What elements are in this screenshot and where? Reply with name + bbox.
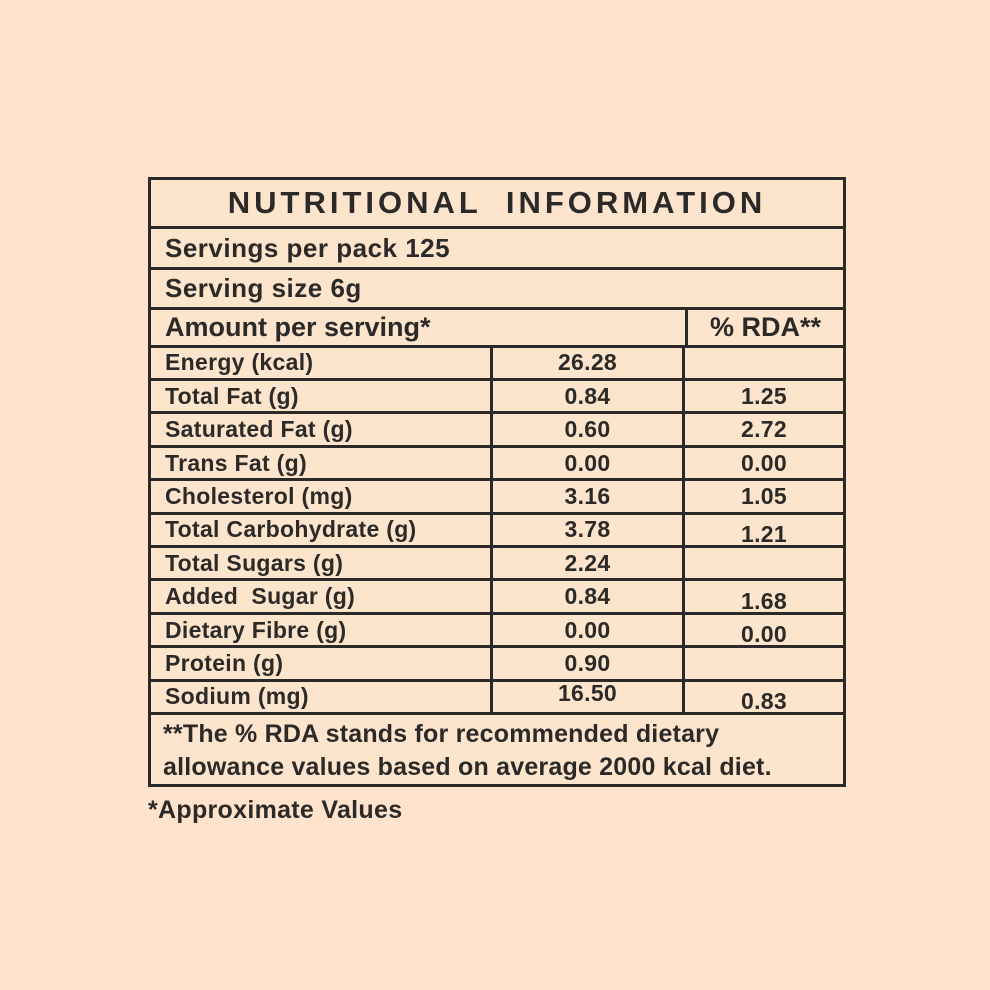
approximate-values-note: *Approximate Values bbox=[148, 796, 403, 824]
nutrient-name: Saturated Fat (g) bbox=[151, 414, 493, 445]
table-row: Added Sugar (g) 0.84 1.68 bbox=[151, 581, 843, 615]
nutrient-amount: 16.50 bbox=[493, 680, 685, 712]
amount-per-serving-header: Amount per serving* bbox=[151, 309, 688, 345]
nutrient-rows: Energy (kcal) 26.28 Total Fat (g) 0.84 1… bbox=[151, 347, 843, 715]
nutrient-rda-percent bbox=[685, 348, 843, 378]
table-title: NUTRITIONAL INFORMATION bbox=[151, 180, 843, 230]
nutrient-amount: 2.24 bbox=[493, 548, 685, 579]
table-row: Sodium (mg) 16.50 0.83 bbox=[151, 680, 843, 715]
nutrient-amount: 3.16 bbox=[493, 481, 685, 512]
nutrient-name: Total Fat (g) bbox=[151, 381, 493, 412]
servings-per-pack-row: Servings per pack 125 bbox=[151, 229, 843, 271]
nutrient-amount: 26.28 bbox=[493, 347, 685, 379]
nutrient-name: Cholesterol (mg) bbox=[151, 481, 493, 512]
table-row: Trans Fat (g) 0.00 0.00 bbox=[151, 447, 843, 482]
nutrient-name: Protein (g) bbox=[151, 648, 493, 679]
table-row: Total Sugars (g) 2.24 bbox=[151, 548, 843, 582]
table-row: Total Fat (g) 0.84 1.25 bbox=[151, 381, 843, 415]
nutrient-name: Sodium (mg) bbox=[151, 681, 493, 712]
nutrient-amount: 0.90 bbox=[493, 648, 685, 679]
nutrient-amount: 3.78 bbox=[493, 514, 685, 546]
table-row: Protein (g) 0.90 bbox=[151, 648, 843, 682]
nutrient-rda-percent bbox=[685, 648, 843, 678]
nutrient-name: Added Sugar (g) bbox=[151, 581, 493, 612]
nutrient-rda-percent: 1.68 bbox=[741, 587, 787, 614]
nutrient-rda-percent: 0.00 bbox=[741, 449, 787, 476]
table-row: Energy (kcal) 26.28 bbox=[151, 347, 843, 382]
table-row: Cholesterol (mg) 3.16 1.05 bbox=[151, 481, 843, 515]
nutrient-name: Total Carbohydrate (g) bbox=[151, 514, 493, 546]
nutrient-name: Dietary Fibre (g) bbox=[151, 614, 493, 646]
table-row: Dietary Fibre (g) 0.00 0.00 bbox=[151, 614, 843, 649]
nutrient-rda-percent: 2.72 bbox=[741, 416, 787, 443]
table-row: Total Carbohydrate (g) 3.78 1.21 bbox=[151, 514, 843, 549]
nutrient-rda-percent: 1.21 bbox=[741, 520, 787, 547]
table-row: Saturated Fat (g) 0.60 2.72 bbox=[151, 414, 843, 448]
serving-size-row: Serving size 6g bbox=[151, 270, 843, 310]
nutrient-amount: 0.60 bbox=[493, 414, 685, 445]
nutrient-rda-percent: 1.05 bbox=[741, 482, 787, 509]
column-header-row: Amount per serving* % RDA** bbox=[151, 309, 843, 348]
nutrient-amount: 0.00 bbox=[493, 447, 685, 479]
nutrient-name: Trans Fat (g) bbox=[151, 447, 493, 479]
nutrient-name: Energy (kcal) bbox=[151, 347, 493, 379]
nutrition-facts-table: NUTRITIONAL INFORMATION Servings per pac… bbox=[148, 177, 846, 787]
rda-header: % RDA** bbox=[709, 311, 822, 342]
nutrient-rda-percent: 0.00 bbox=[741, 621, 787, 648]
nutrient-rda-percent: 0.83 bbox=[741, 687, 787, 714]
nutrient-name: Total Sugars (g) bbox=[151, 548, 493, 579]
rda-footnote: **The % RDA stands for recommended dieta… bbox=[163, 720, 772, 781]
nutrient-amount: 0.84 bbox=[493, 381, 685, 412]
nutrient-amount: 0.00 bbox=[493, 614, 685, 646]
nutrient-rda-percent: 1.25 bbox=[741, 382, 787, 409]
nutrient-rda-percent bbox=[685, 548, 843, 578]
nutrient-amount: 0.84 bbox=[493, 581, 685, 612]
